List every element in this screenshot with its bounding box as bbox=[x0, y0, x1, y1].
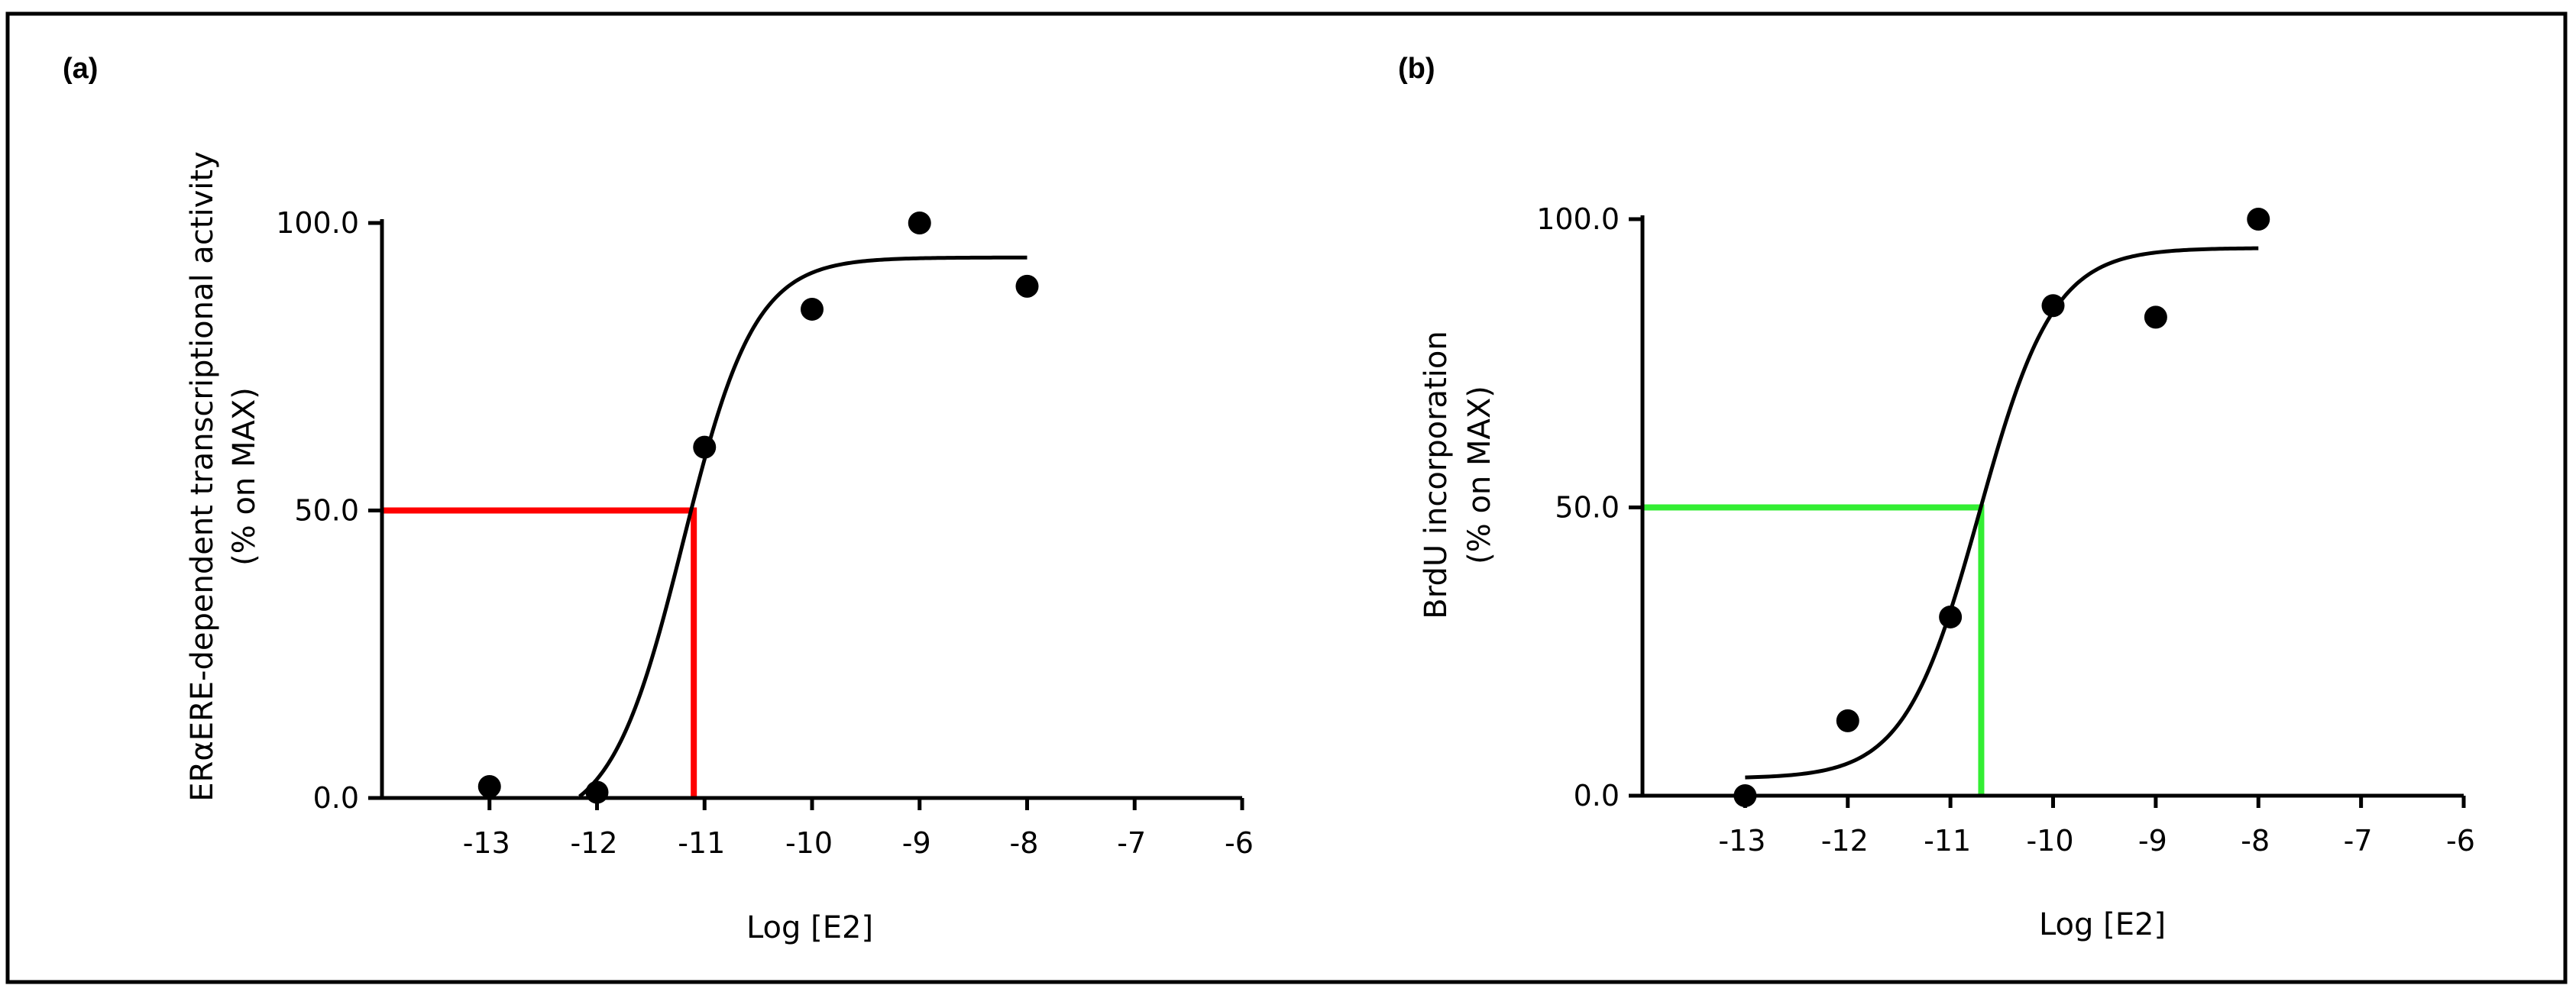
fit-curve-b bbox=[1745, 246, 2259, 780]
x-tick-label-b: -7 bbox=[2344, 824, 2373, 858]
data-point-b bbox=[2247, 208, 2270, 231]
data-point-a bbox=[1015, 274, 1039, 298]
y-axis-title-a-line1: ERαERE-dependent transcriptional activit… bbox=[185, 151, 220, 801]
data-point-b bbox=[1733, 784, 1757, 807]
fit-curve-a bbox=[578, 255, 1027, 799]
x-tick-label-a: -9 bbox=[902, 826, 931, 860]
x-tick-label-b: -9 bbox=[2138, 824, 2167, 858]
points-b bbox=[1733, 208, 2270, 807]
y-axis-title-a-line2: (% on MAX) bbox=[227, 387, 262, 566]
x-tick-label-b: -6 bbox=[2446, 824, 2475, 858]
x-tick-label-a: -12 bbox=[570, 826, 617, 860]
x-tick-label-a: -7 bbox=[1117, 826, 1146, 860]
x-tick-label-b: -13 bbox=[1718, 824, 1765, 858]
data-point-b bbox=[1836, 709, 1859, 732]
panel-label-a: (a) bbox=[63, 53, 98, 85]
y-axis-title-b-line1: BrdU incorporation bbox=[1419, 331, 1454, 619]
data-point-a bbox=[693, 435, 717, 459]
data-point-b bbox=[1939, 605, 1963, 628]
ticks-a: -13 -12 -11 -10 -9 -8 -7 -6 0.0 50.0 100.0 bbox=[276, 206, 1254, 860]
data-point-a bbox=[585, 780, 609, 804]
ec50-guide-a bbox=[382, 507, 697, 798]
panel-b: (b) -13 -12 -11 -10 -9 -8 -7 -6 0.0 50.0 100.0 Log… bbox=[1398, 53, 2475, 942]
ticks-b: -13 -12 -11 -10 -9 -8 -7 -6 0.0 50.0 100.0 bbox=[1536, 202, 2475, 858]
y-tick-label-b: 100.0 bbox=[1536, 202, 1620, 236]
data-point-b bbox=[2041, 294, 2065, 318]
x-tick-label-a: -6 bbox=[1225, 826, 1254, 860]
figure-frame bbox=[5, 11, 2568, 984]
x-tick-label-b: -10 bbox=[2026, 824, 2073, 858]
panel-a: (a) -13 -12 -11 -10 -9 -8 -7 -6 0.0 50.0 100.0 Log… bbox=[63, 53, 1254, 945]
y-tick-label-a: 100.0 bbox=[276, 206, 359, 240]
y-tick-label-a: 50.0 bbox=[294, 494, 359, 528]
points-a bbox=[477, 212, 1039, 804]
y-axis-title-b-line2: (% on MAX) bbox=[1462, 386, 1497, 564]
x-tick-label-b: -12 bbox=[1821, 824, 1869, 858]
x-tick-label-b: -8 bbox=[2241, 824, 2270, 858]
fit-curve-a-group bbox=[578, 255, 1027, 799]
y-tick-label-b: 0.0 bbox=[1574, 779, 1620, 812]
data-point-b bbox=[2144, 305, 2167, 329]
y-tick-label-a: 0.0 bbox=[313, 781, 359, 815]
x-tick-label-a: -8 bbox=[1010, 826, 1039, 860]
panel-label-b: (b) bbox=[1398, 53, 1435, 85]
data-point-a bbox=[801, 297, 824, 321]
y-tick-label-b: 50.0 bbox=[1555, 491, 1620, 525]
data-point-a bbox=[908, 212, 931, 234]
x-axis-title-a: Log [E2] bbox=[746, 910, 873, 945]
x-tick-label-a: -11 bbox=[678, 826, 725, 860]
x-tick-label-a: -10 bbox=[785, 826, 833, 860]
fit-curve-b-group bbox=[1745, 246, 2259, 780]
ec50-guide-line-a bbox=[382, 507, 697, 798]
x-tick-label-b: -11 bbox=[1924, 824, 1971, 858]
data-point-a bbox=[477, 774, 501, 798]
x-axis-title-b: Log [E2] bbox=[2039, 907, 2166, 942]
x-tick-label-a: -13 bbox=[463, 826, 510, 860]
